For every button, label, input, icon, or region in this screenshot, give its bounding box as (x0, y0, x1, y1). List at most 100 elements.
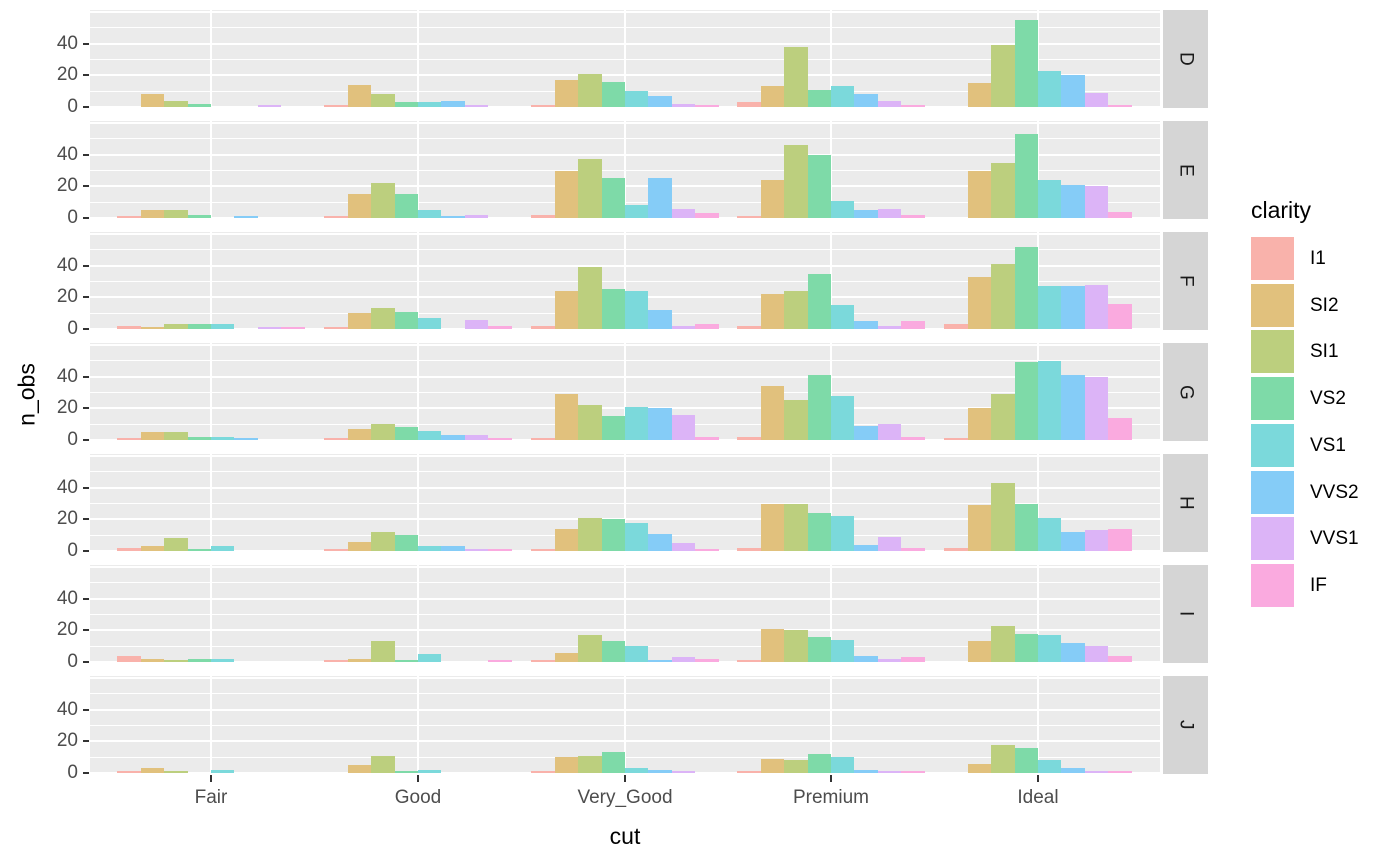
facet-strip-J: J (1163, 676, 1208, 774)
y-tick-mark (83, 661, 89, 663)
bar-E-Very_Good-SI2 (554, 170, 579, 218)
bar-G-Premium-SI2 (760, 386, 785, 440)
facet-strip-label: F (1175, 275, 1197, 287)
facet-panel-E (90, 121, 1160, 219)
legend-swatch-SI2 (1251, 283, 1294, 327)
facet-strip-label: E (1175, 163, 1197, 177)
bar-I-Good-VS2 (394, 660, 418, 662)
y-tick-label: 0 (67, 651, 78, 672)
legend-label-VS1: VS1 (1310, 434, 1346, 456)
v-gridline (829, 676, 833, 774)
bar-F-Premium-SI1 (784, 291, 808, 329)
x-tick-mark (624, 775, 626, 782)
facet-panel-J (90, 676, 1160, 774)
facet-strip-label: J (1175, 720, 1197, 730)
bar-G-Ideal-SI1 (991, 394, 1015, 440)
bar-D-Premium-VS1 (831, 86, 855, 107)
legend-swatch-I1 (1251, 237, 1294, 280)
bar-H-Good-IF (488, 549, 512, 551)
bar-J-Good-VS1 (418, 769, 442, 773)
bar-G-Very_Good-VS2 (601, 416, 625, 440)
y-tick-mark (83, 264, 89, 267)
legend-label-VVS2: VVS2 (1310, 481, 1359, 503)
facet-panel-G (90, 343, 1160, 441)
x-tick-mark (1037, 775, 1039, 782)
bar-E-Good-SI1 (371, 183, 395, 218)
bar-D-Very_Good-VS1 (625, 91, 649, 107)
bar-G-Good-VVS1 (464, 435, 489, 440)
bar-E-Ideal-SI2 (967, 170, 992, 218)
bar-E-Premium-VS2 (807, 154, 831, 218)
bar-H-Ideal-I1 (944, 547, 968, 551)
bar-J-Ideal-VVS2 (1061, 768, 1085, 773)
legend-swatch-SI1 (1251, 330, 1294, 374)
bar-J-Ideal-SI1 (991, 744, 1015, 773)
facet-panel-D (90, 10, 1160, 108)
x-tick-label-Good: Good (394, 787, 442, 808)
bar-E-Ideal-VS2 (1014, 134, 1038, 218)
bar-J-Very_Good-VS1 (625, 768, 649, 773)
bar-G-Very_Good-VVS1 (671, 414, 696, 440)
bar-G-Good-IF (488, 438, 512, 440)
bar-I-Premium-VS2 (807, 636, 831, 662)
bar-E-Premium-VVS2 (854, 210, 878, 218)
v-gridline (416, 232, 420, 330)
v-gridline (209, 343, 213, 441)
bar-G-Good-VS1 (418, 430, 442, 440)
bar-G-Ideal-I1 (944, 438, 968, 440)
bar-E-Premium-VS1 (831, 200, 855, 218)
bar-G-Fair-SI2 (140, 432, 165, 440)
v-gridline (209, 121, 213, 219)
bar-J-Fair-SI1 (164, 771, 188, 773)
legend-label-SI2: SI2 (1310, 294, 1339, 316)
bar-H-Ideal-SI2 (967, 505, 992, 551)
bar-G-Premium-VS2 (807, 375, 831, 440)
bar-H-Good-VS2 (394, 535, 418, 551)
bar-J-Ideal-SI2 (967, 763, 992, 773)
bar-D-Premium-SI2 (760, 86, 785, 107)
bar-E-Very_Good-VS2 (601, 178, 625, 218)
bar-I-Fair-SI1 (164, 660, 188, 662)
bar-D-Very_Good-VVS1 (671, 103, 696, 107)
bar-E-Premium-SI2 (760, 180, 785, 218)
bar-F-Very_Good-IF (695, 324, 719, 329)
bar-H-Very_Good-VS2 (601, 519, 625, 551)
bar-F-Very_Good-VS1 (625, 291, 649, 329)
bar-F-Ideal-I1 (944, 324, 968, 329)
bar-I-Ideal-SI1 (991, 625, 1015, 662)
y-tick-mark (83, 439, 89, 441)
bar-J-Good-VS2 (394, 771, 418, 773)
bar-J-Premium-SI2 (760, 758, 785, 773)
y-tick-label: 40 (56, 698, 78, 720)
y-tick-mark (83, 375, 89, 378)
v-gridline (416, 454, 420, 552)
v-gridline (829, 343, 833, 441)
bar-H-Premium-SI2 (760, 503, 785, 551)
bar-D-Premium-I1 (737, 102, 761, 107)
y-tick-label: 0 (67, 540, 78, 561)
bar-D-Good-I1 (324, 105, 348, 107)
bar-G-Very_Good-VS1 (625, 406, 649, 440)
v-gridline (1036, 565, 1040, 663)
bar-I-Premium-SI1 (784, 630, 808, 662)
y-tick-label: 0 (67, 96, 78, 117)
bar-E-Very_Good-VVS2 (648, 178, 672, 218)
bar-D-Fair-VVS1 (257, 105, 282, 107)
bar-E-Premium-SI1 (784, 145, 808, 218)
bar-J-Good-SI1 (371, 755, 395, 773)
bar-F-Very_Good-VS2 (601, 289, 625, 329)
legend-label-IF: IF (1310, 574, 1327, 596)
bar-D-Ideal-IF (1108, 105, 1132, 107)
bar-G-Fair-VS1 (211, 436, 235, 440)
bar-G-Very_Good-SI2 (554, 394, 579, 440)
bar-D-Ideal-SI2 (967, 83, 992, 107)
bar-F-Good-VVS1 (464, 319, 489, 329)
bar-F-Premium-IF (901, 321, 925, 329)
bar-F-Good-SI1 (371, 308, 395, 329)
y-tick-label: 40 (56, 365, 78, 387)
bar-E-Ideal-VVS2 (1061, 184, 1085, 218)
bar-E-Good-VVS2 (441, 216, 465, 218)
bar-J-Premium-I1 (737, 771, 761, 773)
bar-E-Good-I1 (324, 216, 348, 218)
bar-G-Premium-IF (901, 436, 925, 440)
